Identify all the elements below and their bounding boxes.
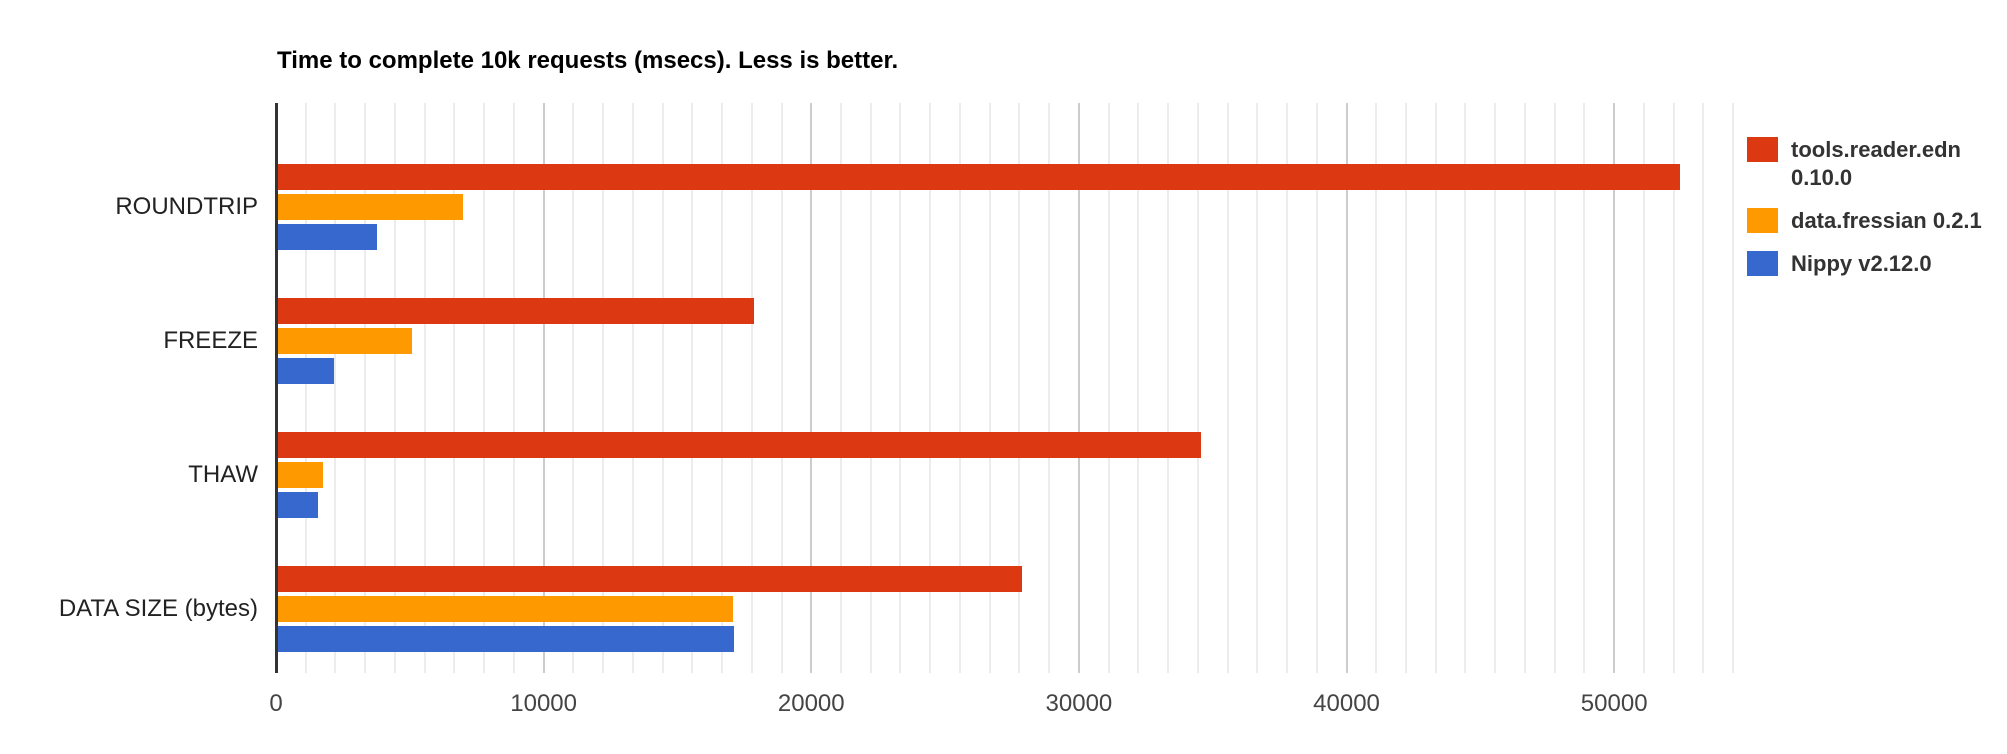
gridline-minor [1672, 103, 1675, 673]
plot-area [275, 103, 1748, 673]
category-label: DATA SIZE (bytes) [58, 595, 258, 622]
legend-swatch [1747, 208, 1778, 233]
x-tick-label: 50000 [1580, 690, 1648, 717]
gridline-major [1077, 103, 1080, 673]
gridline-minor [840, 103, 842, 673]
gridline-minor [780, 103, 783, 673]
gridline-minor [453, 103, 456, 673]
gridline-minor [1553, 103, 1556, 673]
x-tick-label: 40000 [1313, 690, 1380, 717]
gridline-minor [483, 103, 486, 673]
gridline-minor [1702, 103, 1705, 673]
x-tick-label: 10000 [510, 690, 577, 717]
x-tick-label: 30000 [1045, 690, 1113, 717]
legend-label: tools.reader.edn 0.10.0 [1791, 137, 1961, 190]
gridline-minor [1315, 103, 1318, 673]
bar[interactable] [278, 432, 1202, 458]
bar[interactable] [278, 164, 1681, 190]
gridline-minor [304, 103, 307, 673]
gridline-minor [958, 103, 961, 673]
gridline-minor [334, 103, 337, 673]
gridline-major [810, 103, 813, 673]
gridline-minor [393, 103, 396, 673]
category-label: THAW [188, 461, 258, 488]
bar[interactable] [278, 596, 733, 622]
legend-item: Nippy v2.12.0 [1747, 250, 1997, 278]
category-label: FREEZE [163, 327, 258, 354]
gridline-minor [364, 103, 367, 673]
gridline-minor [869, 103, 872, 673]
gridline-minor [1732, 103, 1735, 673]
gridline-minor [661, 103, 664, 673]
gridline-minor [631, 103, 634, 673]
bar[interactable] [278, 566, 1023, 592]
gridline-minor [1107, 103, 1110, 673]
gridline-minor [929, 103, 932, 673]
chart-title: Time to complete 10k requests (msecs). L… [277, 47, 899, 74]
gridline-minor [1523, 103, 1526, 673]
bar[interactable] [278, 626, 735, 652]
gridline-minor [423, 103, 426, 673]
gridline-minor [1375, 103, 1378, 673]
legend-label: Nippy v2.12.0 [1791, 251, 1932, 276]
gridline-minor [750, 103, 753, 673]
legend: tools.reader.edn 0.10.0 data.fressian 0.2… [1747, 136, 1997, 278]
bar[interactable] [278, 298, 755, 324]
gridline-minor [721, 103, 724, 673]
gridline-minor [899, 103, 902, 673]
bar[interactable] [278, 194, 463, 220]
gridline-minor [1256, 103, 1259, 673]
category-label: ROUNDTRIP [115, 193, 258, 220]
gridline-minor [1226, 103, 1229, 673]
bar[interactable] [278, 492, 319, 518]
gridline-minor [1434, 103, 1437, 673]
legend-item: data.fressian 0.2.1 [1747, 207, 1997, 235]
gridline-minor [1167, 103, 1170, 673]
gridline-minor [1642, 103, 1645, 673]
gridline-minor [1048, 103, 1051, 673]
gridline-minor [1494, 103, 1497, 673]
gridline-minor [1286, 103, 1289, 673]
gridline-minor [1583, 103, 1586, 673]
gridline-minor [1464, 103, 1467, 673]
legend-label: data.fressian 0.2.1 [1791, 208, 1982, 233]
gridline-minor [691, 103, 694, 673]
gridline-minor [1405, 103, 1408, 673]
gridline-minor [1137, 103, 1140, 673]
x-tick-label: 0 [269, 690, 283, 717]
gridline-major [1613, 103, 1616, 673]
bar[interactable] [278, 358, 335, 384]
legend-swatch [1747, 251, 1778, 276]
legend-swatch [1747, 137, 1778, 162]
gridline-minor [602, 103, 605, 673]
gridline-major [542, 103, 545, 673]
gridline-minor [512, 103, 515, 673]
gridline-minor [988, 103, 991, 673]
bar[interactable] [278, 328, 412, 354]
legend-item: tools.reader.edn 0.10.0 [1747, 136, 1997, 192]
y-axis-line [275, 103, 278, 673]
gridline-minor [1018, 103, 1021, 673]
gridline-major [1345, 103, 1348, 673]
bar[interactable] [278, 224, 378, 250]
bar[interactable] [278, 462, 324, 488]
x-tick-label: 20000 [777, 690, 845, 717]
gridline-minor [572, 103, 575, 673]
gridline-minor [1196, 103, 1199, 673]
